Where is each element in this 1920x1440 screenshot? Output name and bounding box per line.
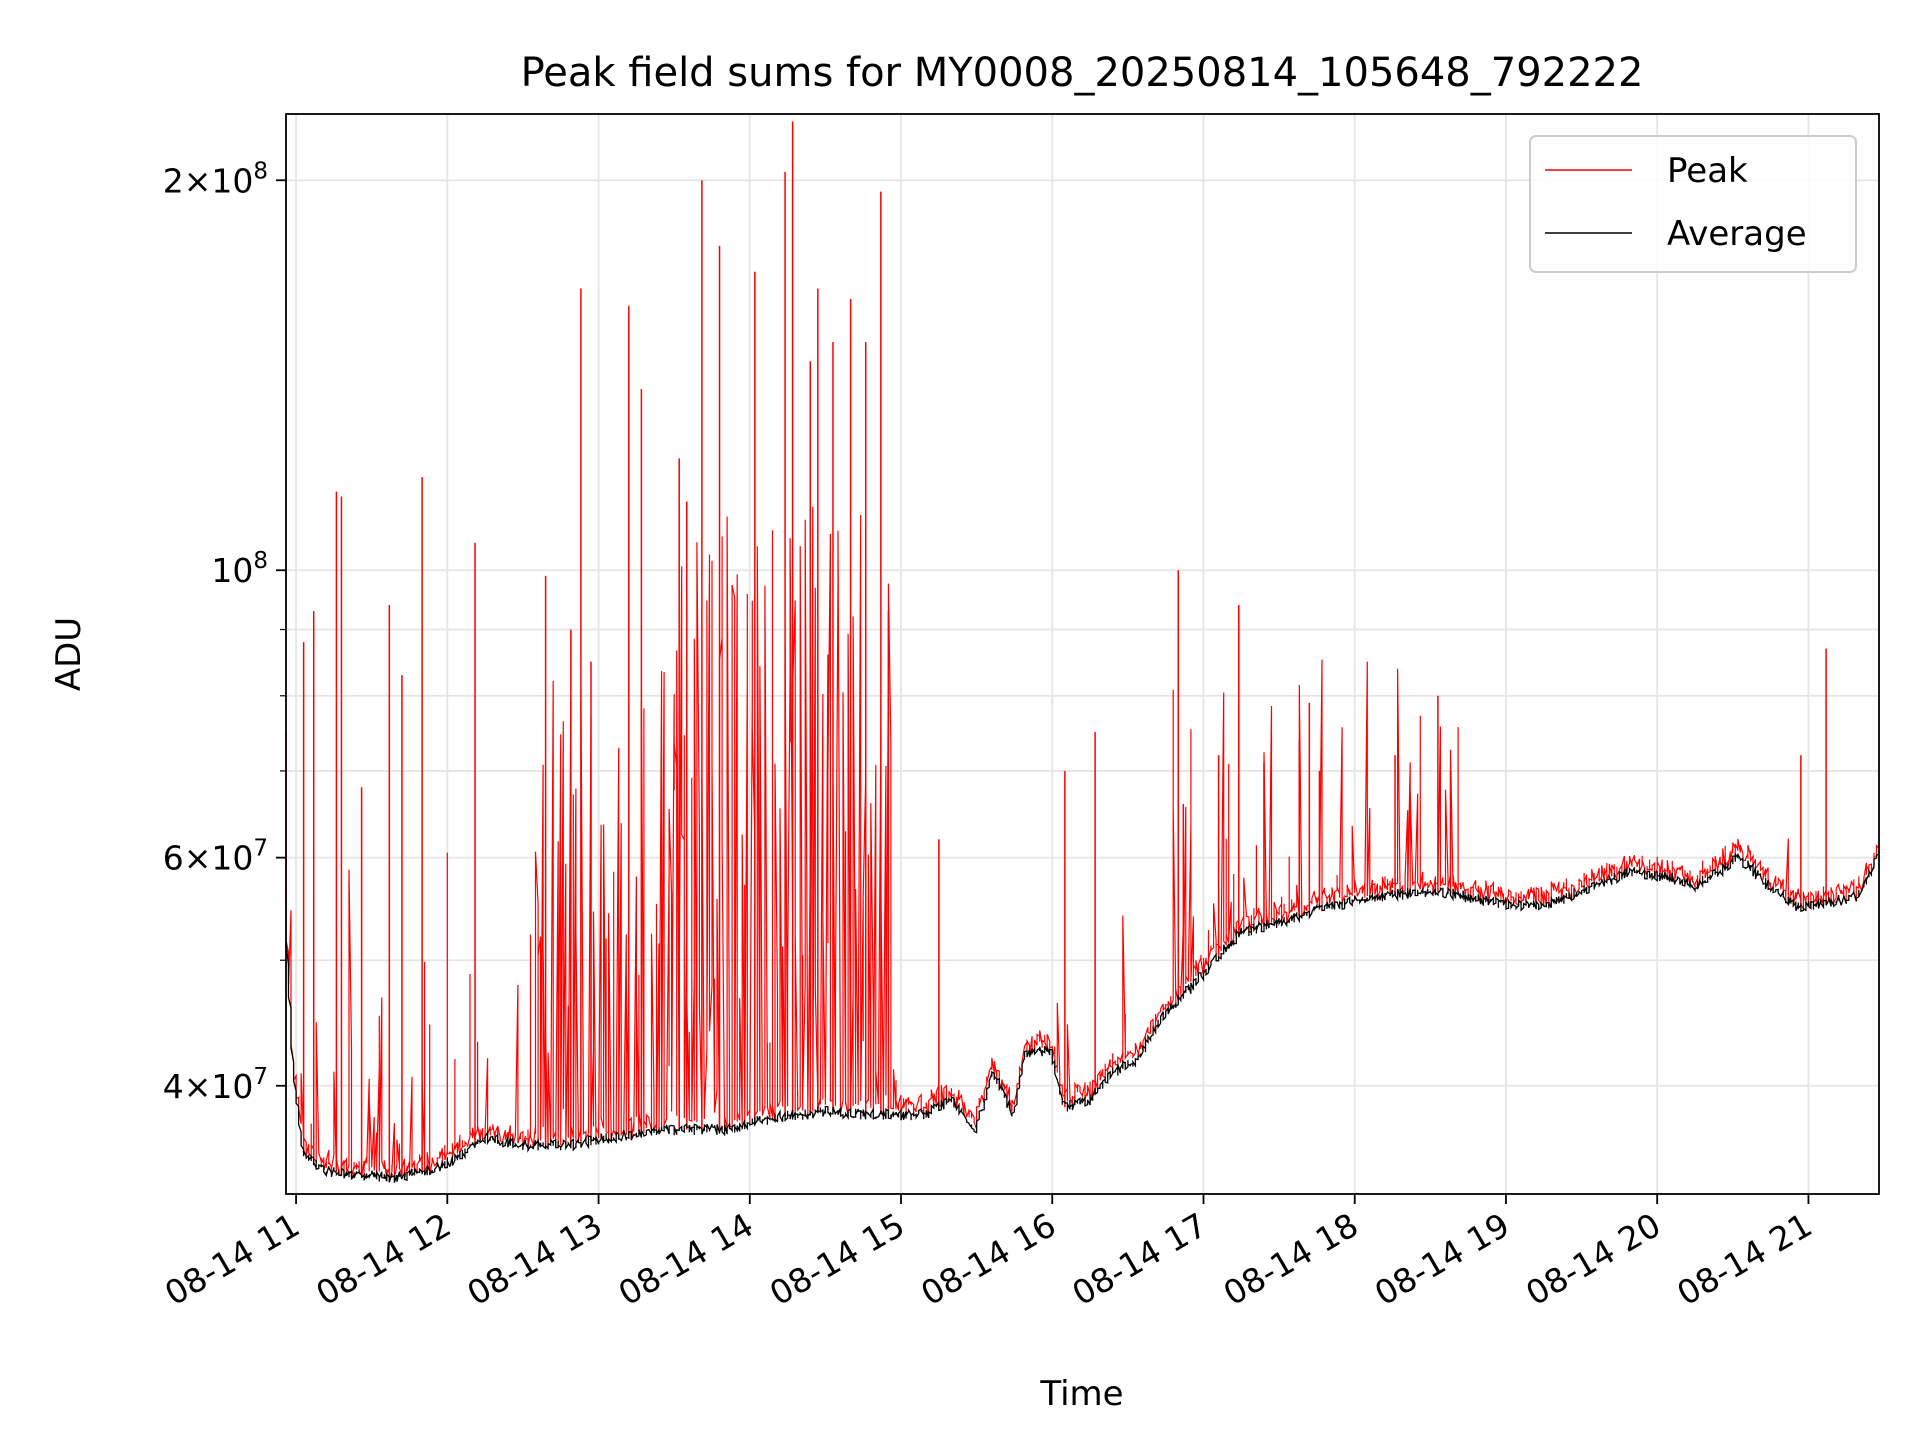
x-axis-label: Time [1039,1374,1123,1414]
y-axis-label: ADU [49,617,89,691]
peak-line [286,506,1879,1183]
y-tick-label: 108 [211,548,268,590]
series-layer [286,121,1879,1183]
legend-peak-label: Peak [1667,151,1748,191]
y-tick-label: 6×107 [163,836,268,878]
plot-frame [285,113,1880,1195]
y-tick-label: 4×107 [163,1064,268,1106]
legend-average-label: Average [1667,214,1807,254]
y-tick-label: 2×108 [163,158,268,200]
chart-title: Peak field sums for MY0008_20250814_1056… [521,50,1644,96]
legend: Peak Average [1529,135,1857,273]
average-line [286,852,1879,1183]
